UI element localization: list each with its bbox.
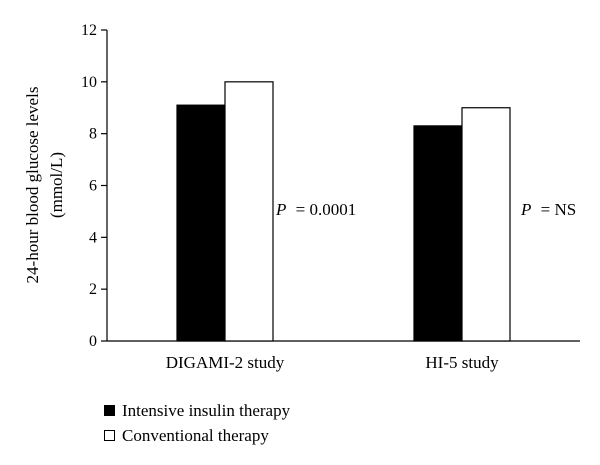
annotation-digami: P = 0.0001 (275, 200, 356, 219)
y-ticks: 0 2 4 6 8 10 12 (81, 22, 107, 350)
x-category-labels: DIGAMI-2 study HI-5 study (166, 353, 499, 372)
y-axis-label-line-2: (mmol/L) (47, 152, 66, 218)
bar-intensive-1 (413, 125, 463, 342)
y-tick-label: 0 (89, 333, 97, 350)
legend-swatch-conventional (104, 430, 115, 441)
y-axis-label-unit: (mmol/L) (47, 152, 66, 218)
annotation-hi5-p: P (520, 200, 531, 219)
bar-conventional-1 (461, 107, 511, 342)
y-tick-label: 12 (81, 22, 97, 39)
legend-swatch-intensive (104, 405, 115, 416)
legend: Intensive insulin therapy Conventional t… (104, 398, 290, 448)
y-tick-label: 6 (89, 178, 97, 195)
y-axis-label-line-1: 24-hour blood glucose levels (23, 87, 42, 284)
bar-conventional-0 (224, 81, 274, 342)
annotation-digami-value: = 0.0001 (296, 200, 357, 219)
y-axis-label: 24-hour blood glucose levels (23, 87, 42, 284)
legend-label-conventional: Conventional therapy (122, 425, 269, 445)
y-tick-label: 8 (89, 126, 97, 143)
y-tick-label: 2 (89, 281, 97, 298)
annotation-hi5-value: = NS (541, 200, 577, 219)
y-tick-label: 10 (81, 74, 97, 91)
legend-item-intensive: Intensive insulin therapy (104, 398, 290, 423)
legend-label-intensive: Intensive insulin therapy (122, 400, 291, 420)
y-tick-label: 4 (89, 229, 97, 246)
x-category-label: DIGAMI-2 study (166, 353, 285, 372)
annotation-hi5: P = NS (520, 200, 576, 219)
bars (176, 81, 511, 342)
annotation-digami-p: P (275, 200, 286, 219)
bar-intensive-0 (176, 104, 226, 342)
x-category-label: HI-5 study (425, 353, 499, 372)
legend-item-conventional: Conventional therapy (104, 423, 290, 448)
